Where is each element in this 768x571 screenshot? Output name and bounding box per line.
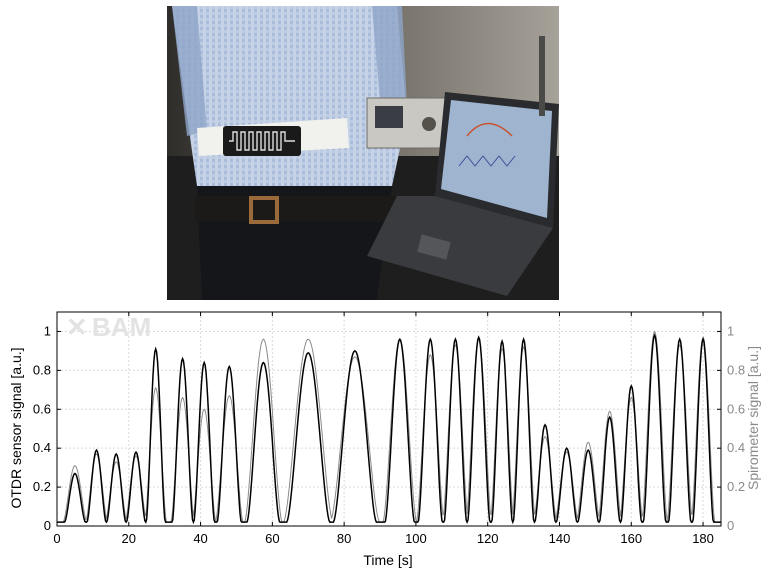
y2-axis-ticks: 0 0.2 0.4 0.6 0.8 1 [717,323,745,533]
y2-tick-label: 0.4 [727,440,745,455]
x-tick-label: 60 [265,531,279,546]
x-tick-label: 160 [620,531,642,546]
laptop-keyboard [367,196,553,296]
y-tick-label: 0.2 [33,479,51,494]
spirometer-series-line [57,330,721,523]
y2-tick-label: 1 [727,323,734,338]
lab-stand [539,36,545,116]
y2-tick-label: 0.2 [727,479,745,494]
x-axis-ticks: 0 20 40 60 80 100 120 140 160 180 [53,312,714,546]
y2-tick-label: 0.6 [727,401,745,416]
breathing-signal-chart: BAM ✕ 0 20 40 60 80 100 120 140 160 180 0 0.2 0.4 0.… [8,311,761,568]
y-tick-label: 0.6 [33,401,51,416]
bam-logo-icon: ✕ [66,312,88,342]
x-tick-label: 40 [193,531,207,546]
photo-breathing-belt-setup [167,6,559,300]
x-tick-label: 180 [692,531,714,546]
y-axis-label: OTDR sensor signal [a.u.] [8,347,24,508]
y2-tick-label: 0.8 [727,362,745,377]
y-tick-label: 0 [44,518,51,533]
x-tick-label: 0 [53,531,60,546]
serpentine-fiber-icon [229,131,295,151]
y2-axis-label: Spirometer signal [a.u.] [745,346,761,490]
x-axis-label: Time [s] [363,552,412,568]
laptop-touchpad [417,234,451,260]
bam-watermark: BAM [92,312,151,342]
x-tick-label: 140 [549,531,571,546]
otdr-display [375,106,403,128]
otdr-series-line [57,333,721,525]
grid [56,312,721,527]
y2-tick-label: 0 [727,518,734,533]
y-tick-label: 1 [44,323,51,338]
x-tick-label: 120 [477,531,499,546]
leather-belt [195,196,395,222]
checked-shirt [172,6,407,186]
y-axis-ticks: 0 0.2 0.4 0.6 0.8 1 [33,323,61,533]
y-tick-label: 0.8 [33,362,51,377]
plot-frame [56,311,722,527]
x-tick-label: 20 [122,531,136,546]
belt-buckle [249,196,279,224]
x-tick-label: 100 [405,531,427,546]
y-tick-label: 0.4 [33,440,51,455]
x-tick-label: 80 [337,531,351,546]
otdr-knob [422,117,436,131]
